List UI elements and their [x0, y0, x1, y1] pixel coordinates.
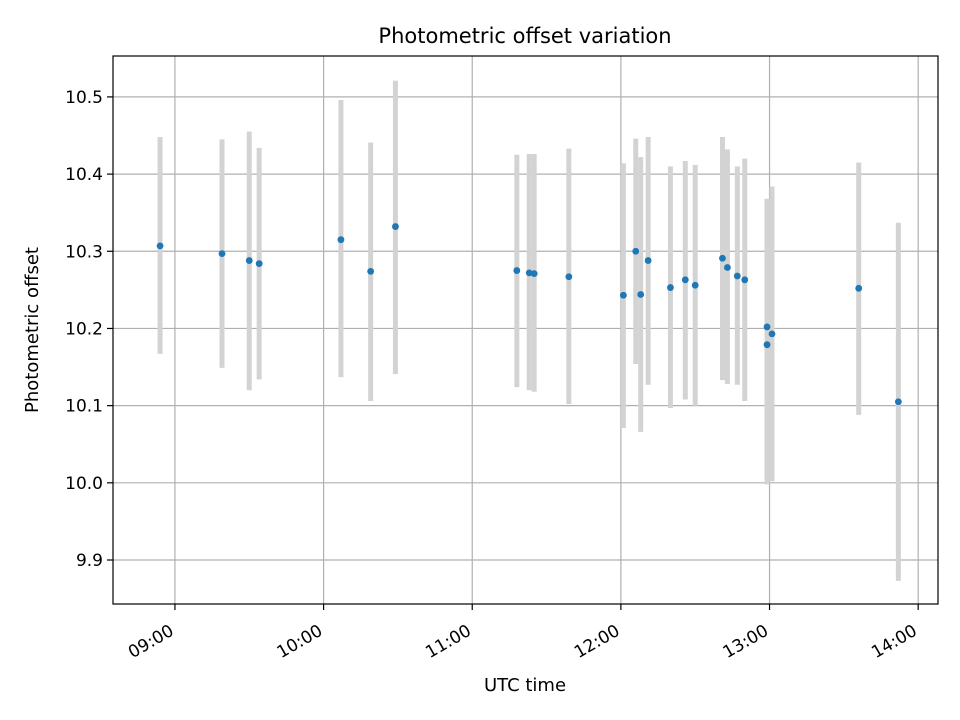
data-point — [513, 267, 521, 274]
data-point — [255, 260, 263, 268]
data-points — [156, 223, 902, 406]
data-point — [632, 247, 640, 255]
y-tick-label: 10.3 — [65, 242, 103, 262]
y-tick-label: 10.4 — [65, 165, 103, 185]
y-tick-label: 10.2 — [65, 319, 103, 339]
data-point — [644, 257, 652, 264]
data-point — [218, 250, 226, 257]
data-point — [367, 267, 375, 275]
data-point — [763, 323, 771, 331]
data-point — [337, 236, 345, 244]
x-axis-label: UTC time — [484, 675, 566, 696]
data-point — [741, 276, 749, 284]
data-point — [855, 284, 863, 292]
y-tick-label: 10.1 — [65, 397, 103, 417]
data-point — [637, 291, 645, 298]
data-point — [619, 291, 627, 299]
chart-title: Photometric offset variation — [378, 24, 671, 48]
data-point — [733, 272, 741, 280]
y-tick-label: 10.0 — [65, 474, 103, 494]
data-point — [724, 264, 731, 271]
data-point — [245, 257, 253, 264]
y-axis-label: Photometric offset — [22, 247, 43, 413]
data-point — [565, 273, 573, 281]
y-tick-label: 9.9 — [76, 551, 103, 571]
data-point — [691, 281, 699, 289]
data-point — [763, 341, 771, 349]
data-point — [667, 284, 674, 291]
data-point — [392, 223, 399, 230]
data-point — [894, 398, 902, 406]
y-tick-label: 10.5 — [65, 88, 103, 108]
data-point — [530, 270, 538, 278]
data-point — [768, 330, 776, 338]
data-point — [719, 254, 726, 262]
data-point — [681, 276, 689, 284]
data-point — [156, 242, 164, 250]
plot-frame — [112, 55, 939, 605]
